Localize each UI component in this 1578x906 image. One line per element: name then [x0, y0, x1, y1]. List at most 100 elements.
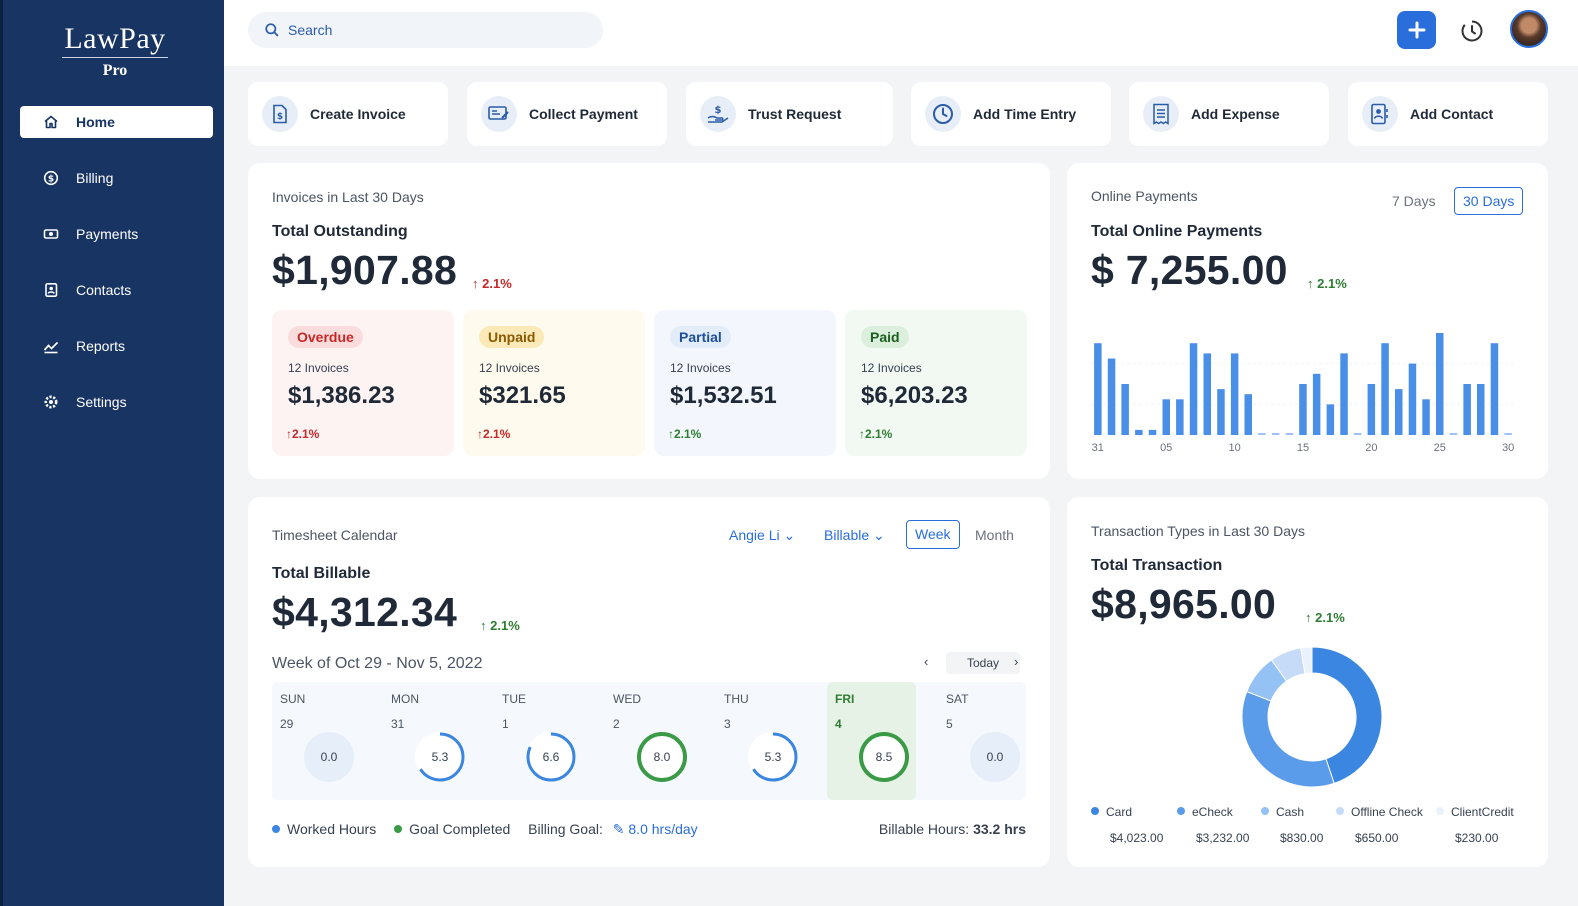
bar-day-26 — [1449, 433, 1458, 435]
timer-icon — [1461, 20, 1483, 42]
collect-payment-button[interactable]: Collect Payment — [467, 82, 667, 146]
status-card-overdue[interactable]: Overdue 12 Invoices $1,386.23 ↑2.1% — [272, 310, 454, 456]
week-view-toggle[interactable]: Week — [906, 520, 960, 549]
hours-progress-ring: 8.0 — [637, 732, 687, 782]
bar-day-23 — [1408, 363, 1417, 435]
bar-day-8 — [1203, 353, 1211, 435]
status-amount: $321.65 — [479, 382, 566, 409]
total-billable-value: $4,312.34 — [272, 589, 458, 635]
sidebar-item-reports[interactable]: Reports — [20, 330, 213, 362]
online-payments-total: $ 7,255.00 — [1091, 247, 1288, 293]
bar-day-31 — [1094, 343, 1102, 435]
day-column-mon[interactable]: MON 31 5.3 — [383, 682, 493, 800]
day-column-wed[interactable]: WED 2 8.0 — [605, 682, 715, 800]
status-card-paid[interactable]: Paid 12 Invoices $6,203.23 ↑2.1% — [845, 310, 1027, 456]
x-tick-label: 30 — [1502, 442, 1514, 454]
chevron-down-icon: ⌄ — [783, 527, 796, 543]
legend-amount: $230.00 — [1455, 831, 1499, 845]
day-column-sat[interactable]: SAT 5 0.0 — [938, 682, 1048, 800]
prev-week-button[interactable]: ‹ — [924, 654, 928, 669]
invoice-count: 12 Invoices — [479, 361, 540, 375]
ring-track — [970, 732, 1020, 782]
day-column-sun[interactable]: SUN 29 0.0 — [272, 682, 382, 800]
bar-day-2 — [1121, 384, 1129, 435]
status-pill: Paid — [861, 326, 909, 348]
day-column-fri[interactable]: FRI 4 8.5 — [827, 682, 916, 800]
svg-text:$: $ — [48, 174, 54, 184]
today-button[interactable]: Today — [946, 652, 1020, 674]
chevron-down-icon: ⌄ — [873, 527, 885, 543]
hours-progress-ring: 8.5 — [859, 732, 909, 782]
sidebar-item-label: Payments — [76, 226, 139, 242]
timer-button[interactable] — [1457, 16, 1487, 46]
chevron-right-icon: › — [1014, 654, 1019, 669]
billable-filter-dropdown[interactable]: Billable ⌄ — [824, 527, 885, 543]
trust-request-label: Trust Request — [748, 106, 842, 122]
invoices-title: Invoices in Last 30 Days — [272, 189, 424, 205]
dollar-circle-icon: $ — [42, 169, 60, 187]
bar-day-4 — [1148, 429, 1157, 435]
day-name: FRI — [835, 692, 855, 706]
sidebar-item-home[interactable]: Home — [20, 106, 213, 138]
transactions-subtitle: Total Transaction — [1091, 557, 1223, 574]
day-column-tue[interactable]: TUE 1 6.6 — [494, 682, 604, 800]
lawpay-logo[interactable]: LawPay Pro — [3, 22, 227, 80]
billing-goal-label: Billing Goal: — [528, 821, 603, 837]
search-icon — [265, 23, 279, 37]
bar-day-25 — [1436, 333, 1444, 435]
status-change: ↑2.1% — [286, 427, 320, 441]
add-expense-button[interactable]: Add Expense — [1129, 82, 1329, 146]
next-week-button[interactable]: › — [1014, 654, 1018, 669]
arrow-up-icon: ↑ — [286, 427, 292, 441]
add-time-entry-button[interactable]: Add Time Entry — [911, 82, 1111, 146]
total-outstanding-value: $1,907.88 — [272, 247, 458, 293]
user-avatar[interactable] — [1510, 10, 1548, 48]
trust-request-button[interactable]: $ Trust Request — [686, 82, 893, 146]
online-payments-subtitle: Total Online Payments — [1091, 223, 1263, 240]
legend-item-clientcredit: ClientCredit $230.00 — [1436, 805, 1514, 845]
bar-day-28 — [1477, 384, 1485, 435]
bar-day-5 — [1162, 399, 1170, 435]
worked-hours-dot — [272, 825, 280, 833]
bar-day-11 — [1244, 394, 1252, 435]
arrow-up-icon: ↑ — [1307, 276, 1318, 291]
status-pill: Partial — [670, 326, 731, 348]
legend-label: Cash — [1276, 805, 1305, 819]
add-new-button[interactable] — [1397, 11, 1436, 49]
billing-goal-edit[interactable]: ✎ 8.0 hrs/day — [612, 821, 698, 837]
invoice-icon: $ — [262, 96, 298, 132]
day-date: 5 — [946, 717, 953, 731]
timesheet-title: Timesheet Calendar — [272, 527, 398, 543]
billable-hours-summary: Billable Hours: 33.2 hrs — [878, 821, 1026, 837]
sidebar-item-settings[interactable]: Settings — [20, 386, 213, 418]
user-dropdown[interactable]: Angie Li ⌄ — [729, 527, 796, 543]
total-billable-change: ↑ 2.1% — [480, 618, 520, 633]
pencil-icon: ✎ — [612, 821, 625, 837]
legend-dot — [1091, 807, 1099, 815]
goal-completed-legend: Goal Completed — [409, 821, 511, 837]
transactions-card: Transaction Types in Last 30 Days Total … — [1067, 497, 1548, 867]
sidebar-item-billing[interactable]: $ Billing — [20, 162, 213, 194]
month-view-toggle[interactable]: Month — [975, 527, 1014, 543]
top-bar: Search — [224, 0, 1578, 66]
clock-icon — [925, 96, 961, 132]
legend-amount: $650.00 — [1355, 831, 1399, 845]
invoice-count: 12 Invoices — [288, 361, 349, 375]
add-contact-button[interactable]: Add Contact — [1348, 82, 1548, 146]
contact-book-icon — [42, 281, 60, 299]
status-card-partial[interactable]: Partial 12 Invoices $1,532.51 ↑2.1% — [654, 310, 836, 456]
arrow-up-icon: ↑ — [859, 427, 865, 441]
create-invoice-button[interactable]: $ Create Invoice — [248, 82, 448, 146]
brand-tier: Pro — [102, 62, 128, 79]
status-card-unpaid[interactable]: Unpaid 12 Invoices $321.65 ↑2.1% — [463, 310, 645, 456]
timesheet-subtitle: Total Billable — [272, 565, 371, 582]
day-column-thu[interactable]: THU 3 5.3 — [716, 682, 826, 800]
ring-progress-arc — [748, 732, 798, 782]
range-7-days-toggle[interactable]: 7 Days — [1392, 193, 1436, 209]
sidebar-item-contacts[interactable]: Contacts — [20, 274, 213, 306]
sidebar-item-payments[interactable]: Payments — [20, 218, 213, 250]
status-change: ↑2.1% — [668, 427, 702, 441]
search-input[interactable]: Search — [248, 12, 603, 48]
bar-day-10 — [1230, 353, 1239, 435]
range-30-days-toggle[interactable]: 30 Days — [1454, 187, 1524, 215]
